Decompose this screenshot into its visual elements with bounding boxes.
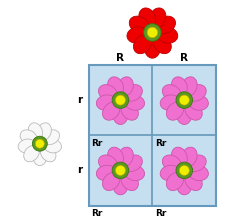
Ellipse shape (28, 123, 43, 140)
Ellipse shape (185, 102, 202, 120)
Ellipse shape (44, 139, 61, 153)
Circle shape (115, 95, 125, 105)
Ellipse shape (188, 95, 208, 110)
Ellipse shape (98, 155, 117, 172)
Ellipse shape (172, 77, 187, 96)
Ellipse shape (155, 16, 175, 34)
Text: Rr: Rr (155, 209, 166, 218)
Text: R: R (117, 53, 124, 63)
Text: R: R (180, 53, 188, 63)
Circle shape (32, 136, 47, 151)
Ellipse shape (113, 104, 128, 125)
Ellipse shape (96, 165, 116, 181)
Circle shape (179, 95, 189, 105)
Circle shape (144, 24, 161, 41)
Ellipse shape (43, 130, 60, 145)
Circle shape (176, 162, 193, 179)
Ellipse shape (24, 145, 39, 162)
Ellipse shape (162, 155, 181, 172)
Circle shape (115, 165, 125, 175)
Ellipse shape (125, 95, 144, 110)
Text: r: r (77, 95, 82, 105)
Ellipse shape (139, 8, 155, 28)
Ellipse shape (188, 165, 208, 181)
Ellipse shape (40, 145, 56, 162)
Ellipse shape (108, 147, 123, 167)
Ellipse shape (117, 147, 133, 167)
Ellipse shape (157, 27, 178, 43)
Circle shape (176, 92, 193, 108)
Ellipse shape (187, 155, 206, 172)
Ellipse shape (172, 147, 187, 167)
Circle shape (35, 139, 44, 148)
Ellipse shape (129, 16, 149, 34)
Ellipse shape (149, 8, 166, 28)
Ellipse shape (96, 95, 116, 110)
Ellipse shape (181, 147, 197, 167)
FancyBboxPatch shape (89, 65, 216, 206)
Ellipse shape (144, 37, 160, 58)
Ellipse shape (117, 77, 133, 96)
Ellipse shape (121, 102, 138, 120)
Text: Rr: Rr (91, 139, 103, 148)
Ellipse shape (187, 85, 206, 101)
Ellipse shape (134, 35, 152, 54)
Ellipse shape (181, 77, 197, 96)
Ellipse shape (185, 172, 202, 191)
Ellipse shape (160, 165, 180, 181)
Ellipse shape (18, 139, 36, 153)
Ellipse shape (166, 172, 184, 191)
Circle shape (147, 27, 158, 38)
Ellipse shape (162, 85, 181, 101)
Ellipse shape (108, 77, 123, 96)
Text: Rr: Rr (155, 139, 166, 148)
Ellipse shape (103, 172, 120, 191)
Ellipse shape (177, 104, 192, 125)
Ellipse shape (127, 27, 148, 43)
Text: r: r (77, 165, 82, 175)
Ellipse shape (160, 95, 180, 110)
Ellipse shape (103, 102, 120, 120)
Ellipse shape (153, 35, 171, 54)
Text: Rr: Rr (91, 209, 103, 218)
Ellipse shape (123, 85, 142, 101)
Circle shape (112, 162, 129, 179)
Circle shape (179, 165, 189, 175)
Ellipse shape (20, 130, 37, 145)
Circle shape (112, 92, 129, 108)
Ellipse shape (166, 102, 184, 120)
Ellipse shape (98, 85, 117, 101)
Ellipse shape (33, 148, 47, 166)
Ellipse shape (177, 175, 192, 195)
Ellipse shape (125, 165, 144, 181)
Ellipse shape (123, 155, 142, 172)
Ellipse shape (113, 175, 128, 195)
Ellipse shape (121, 172, 138, 191)
Ellipse shape (37, 123, 51, 140)
